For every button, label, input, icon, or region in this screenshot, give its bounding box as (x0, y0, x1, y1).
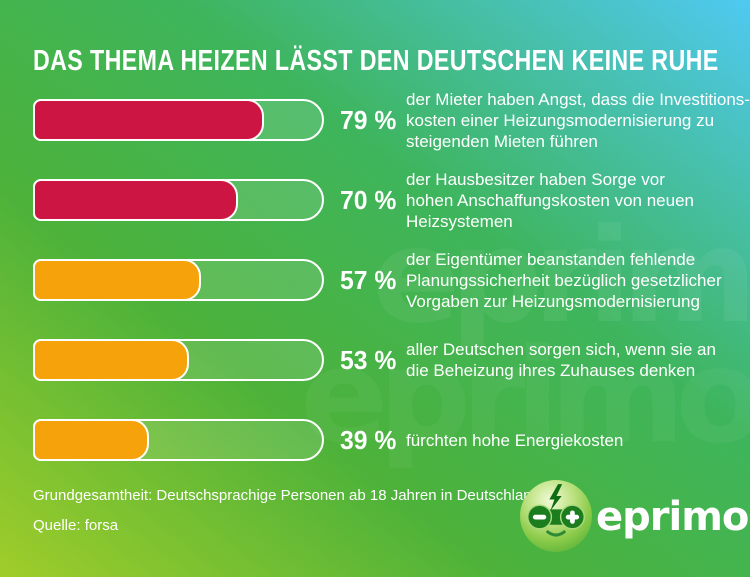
plus-icon-vertical (570, 510, 575, 524)
bar-description: der Mieter haben Angst, dass die Investi… (406, 89, 750, 151)
bar-row: 79 % der Mieter haben Angst, dass die In… (0, 80, 750, 160)
bar-description: aller Deutschen sorgen sich, wenn sie an… (406, 340, 716, 380)
bar-value: 39 % (340, 424, 397, 455)
bar-track (33, 419, 324, 461)
bar-chart: 79 % der Mieter haben Angst, dass die In… (0, 80, 750, 480)
bar-fill (33, 419, 149, 461)
bar-fill (33, 339, 190, 381)
bar-row: 53 % aller Deutschen sorgen sich, wenn s… (0, 320, 750, 400)
footnote-source: Quelle: forsa (33, 517, 119, 534)
eprimo-logo-wordmark: eprimo (596, 494, 749, 540)
minus-icon (532, 514, 547, 520)
bar-row: 70 % der Hausbesitzer haben Sorge vor ho… (0, 160, 750, 240)
bar-description: der Eigentümer beanstanden fehlende Plan… (406, 249, 722, 311)
bar-value: 70 % (340, 184, 397, 215)
bar-fill (33, 99, 264, 141)
bar-fill (33, 179, 238, 221)
bar-value: 57 % (340, 264, 397, 295)
lightning-bolt-icon (549, 484, 563, 511)
bar-track (33, 99, 324, 141)
bar-row: 39 % fürchten hohe Energiekosten (0, 400, 750, 480)
bar-track (33, 339, 324, 381)
bar-description: der Hausbesitzer haben Sorge vor hohen A… (406, 169, 694, 231)
footnote-population: Grundgesamtheit: Deutschsprachige Person… (33, 487, 545, 504)
smile (546, 530, 566, 537)
bar-track (33, 179, 324, 221)
mascot-ball-icon (520, 480, 592, 552)
bar-value: 53 % (340, 344, 397, 375)
page-title: DAS THEMA HEIZEN LÄSST DEN DEUTSCHEN KEI… (33, 45, 719, 78)
bar-fill (33, 259, 201, 301)
eprimo-logo-mascot (519, 479, 593, 558)
bar-value: 79 % (340, 104, 397, 135)
bar-description: fürchten hohe Energiekosten (406, 430, 624, 450)
bar-row: 57 % der Eigentümer beanstanden fehlende… (0, 240, 750, 320)
bar-track (33, 259, 324, 301)
